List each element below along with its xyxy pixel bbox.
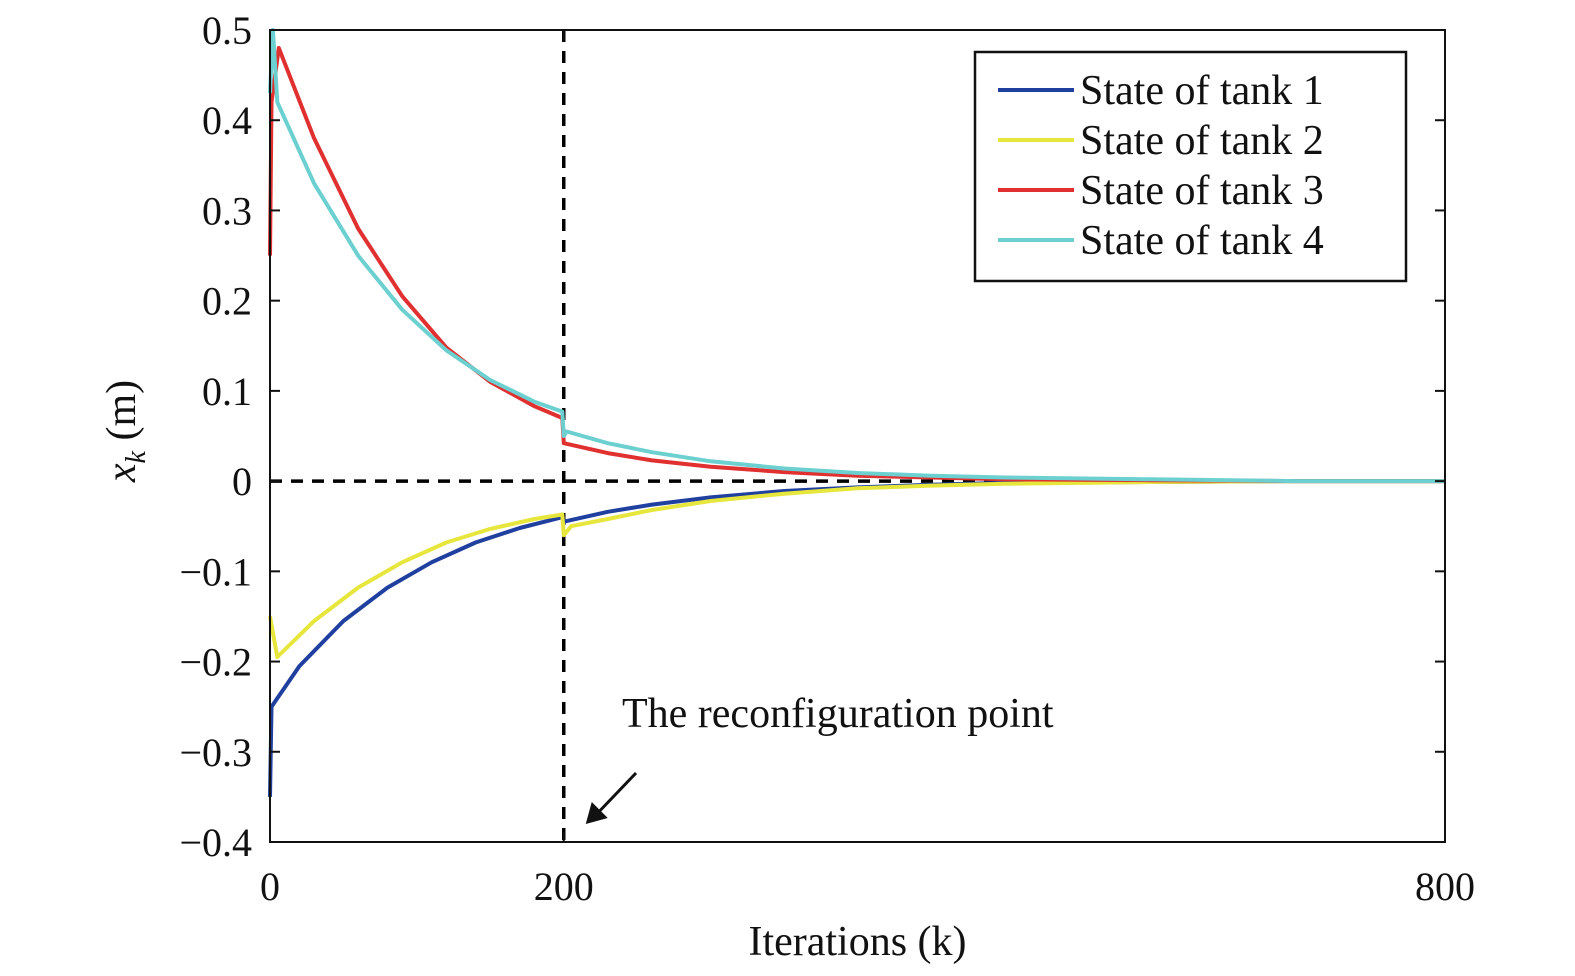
series-line-tank-1 bbox=[268, 479, 1445, 797]
annotation-arrow-line bbox=[596, 771, 638, 815]
y-axis-title: xk (m) bbox=[99, 380, 152, 483]
x-tick-label: 800 bbox=[1415, 864, 1475, 909]
legend-label-tank-4: State of tank 4 bbox=[1080, 218, 1324, 264]
y-tick-label: 0.4 bbox=[202, 98, 252, 143]
legend-label-tank-3: State of tank 3 bbox=[1080, 168, 1324, 214]
series-line-tank-2 bbox=[268, 479, 1445, 659]
x-tick-label: 200 bbox=[534, 864, 594, 909]
legend-box bbox=[973, 50, 1408, 283]
y-tick-label: 0.5 bbox=[202, 8, 252, 53]
y-axis-title-subscript: k bbox=[121, 450, 152, 463]
y-tick-label: −0.3 bbox=[179, 730, 252, 775]
annotation: The reconfiguration point bbox=[585, 691, 1054, 824]
y-tick-label: −0.1 bbox=[179, 549, 252, 594]
y-tick-label: 0.3 bbox=[202, 188, 252, 233]
y-axis-title-main: x bbox=[99, 463, 145, 483]
y-tick-label: 0.2 bbox=[202, 279, 252, 324]
plot-frame bbox=[269, 29, 1446, 843]
x-tick-label: 0 bbox=[260, 864, 280, 909]
annotation-arrow-head bbox=[585, 802, 608, 824]
series-line-tank-4 bbox=[268, 28, 1445, 484]
ticks-layer: −0.4 −0.3 −0.2 −0.1 0 0.1 0.2 0.3 0.4 0.5 0 200 800 bbox=[179, 8, 1475, 909]
x-axis-title: Iterations (k) bbox=[748, 919, 966, 965]
y-tick-label: 0 bbox=[232, 459, 252, 504]
y-tick-label: 0.1 bbox=[202, 369, 252, 414]
legend-label-tank-1: State of tank 1 bbox=[1080, 68, 1324, 114]
y-tick-label: −0.4 bbox=[179, 820, 252, 865]
annotation-text: The reconfiguration point bbox=[622, 691, 1054, 737]
legend-label-tank-2: State of tank 2 bbox=[1080, 118, 1324, 164]
y-axis-title-unit: (m) bbox=[99, 380, 145, 451]
y-tick-label: −0.2 bbox=[179, 640, 252, 685]
series-layer bbox=[268, 28, 1445, 797]
